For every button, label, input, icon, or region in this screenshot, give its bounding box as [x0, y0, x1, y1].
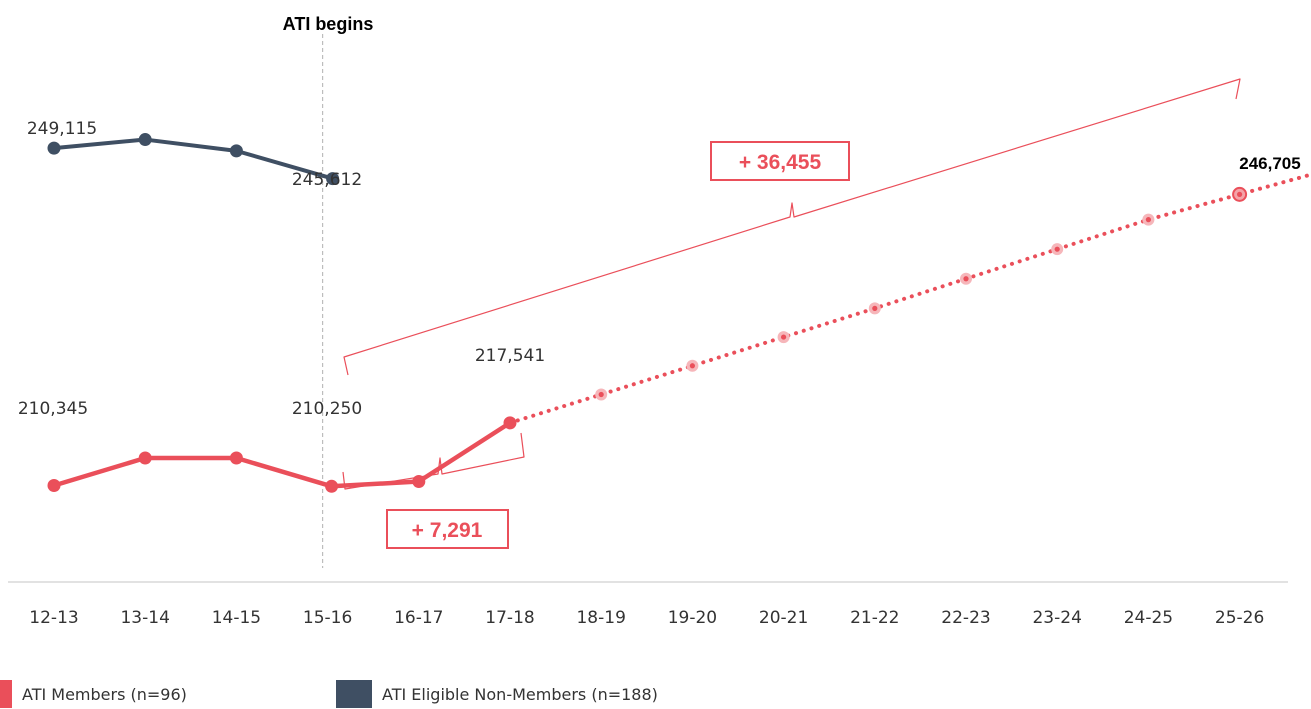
x-axis: 12-13 13-14 14-15 15-16 16-17 17-18 18-19 19-20… [8, 581, 1288, 628]
members-point [138, 451, 152, 465]
members-point [412, 475, 426, 489]
legend-swatch-ati-members [0, 680, 12, 708]
short-growth-value: + 7,291 [412, 519, 483, 542]
data-label-non-members-end: 245,612 [292, 170, 362, 190]
members-projected-point [1145, 217, 1151, 223]
non-members-line [53, 137, 334, 181]
data-labels: 249,115 245,612 210,345 210,250 217,541 246,7… [18, 119, 1301, 419]
data-label-members-mid: 210,250 [292, 399, 362, 419]
x-tick-label: 20-21 [759, 608, 808, 628]
long-growth-box [710, 141, 850, 181]
legend-swatch-non-members [336, 680, 372, 708]
x-tick-label: 16-17 [394, 608, 443, 628]
series-layer [47, 133, 1311, 493]
legend-label-ati-members: ATI Members (n=96) [22, 684, 187, 704]
x-tick-label: 14-15 [212, 608, 261, 628]
ati-begins-marker: ATI begins [283, 14, 374, 568]
x-tick-label: 24-25 [1124, 608, 1173, 628]
members-projected-line [508, 172, 1311, 425]
x-tick-label: 22-23 [941, 608, 990, 628]
x-tick-label: 12-13 [29, 608, 78, 628]
non-members-point [326, 172, 340, 186]
growth-brackets: + 7,291 + 36,455 [342, 78, 1241, 549]
x-tick-label: 15-16 [303, 608, 352, 628]
members-line [53, 420, 512, 489]
legend-label-non-members: ATI Eligible Non-Members (n=188) [382, 684, 658, 704]
x-tick-label: 19-20 [668, 608, 717, 628]
x-tick-label: 13-14 [120, 608, 169, 628]
data-label-non-members-start: 249,115 [27, 119, 97, 139]
x-tick-label: 21-22 [850, 608, 899, 628]
long-growth-bracket [343, 78, 1241, 376]
members-projected-point [598, 391, 604, 398]
members-projected-point [689, 363, 696, 369]
ati-begins-label: ATI begins [283, 14, 374, 34]
data-label-members-start: 210,345 [18, 399, 88, 419]
non-members-point [138, 133, 152, 147]
members-point [325, 479, 339, 493]
data-label-members-actual-end: 217,541 [475, 346, 545, 366]
short-growth-bracket [342, 432, 525, 490]
members-projected-point [1054, 246, 1060, 252]
non-members-point [47, 141, 61, 155]
members-point [47, 478, 61, 492]
short-growth-box [386, 509, 509, 549]
legend-item-non-members: ATI Eligible Non-Members (n=188) [336, 680, 658, 708]
members-point [503, 416, 517, 430]
legend-item-ati-members: ATI Members (n=96) [0, 680, 187, 708]
members-projected-point [872, 305, 878, 311]
x-tick-label: 23-24 [1032, 608, 1081, 628]
non-members-point [229, 144, 243, 158]
data-label-members-projected-end: 246,705 [1239, 154, 1300, 173]
members-projected-point [1237, 191, 1243, 197]
x-tick-label: 18-19 [576, 608, 625, 628]
members-point [229, 451, 243, 465]
members-projected-point [963, 276, 969, 282]
x-tick-label: 17-18 [485, 608, 534, 628]
long-growth-value: + 36,455 [739, 151, 822, 174]
members-projected-point [781, 334, 787, 340]
x-tick-label: 25-26 [1215, 608, 1264, 628]
